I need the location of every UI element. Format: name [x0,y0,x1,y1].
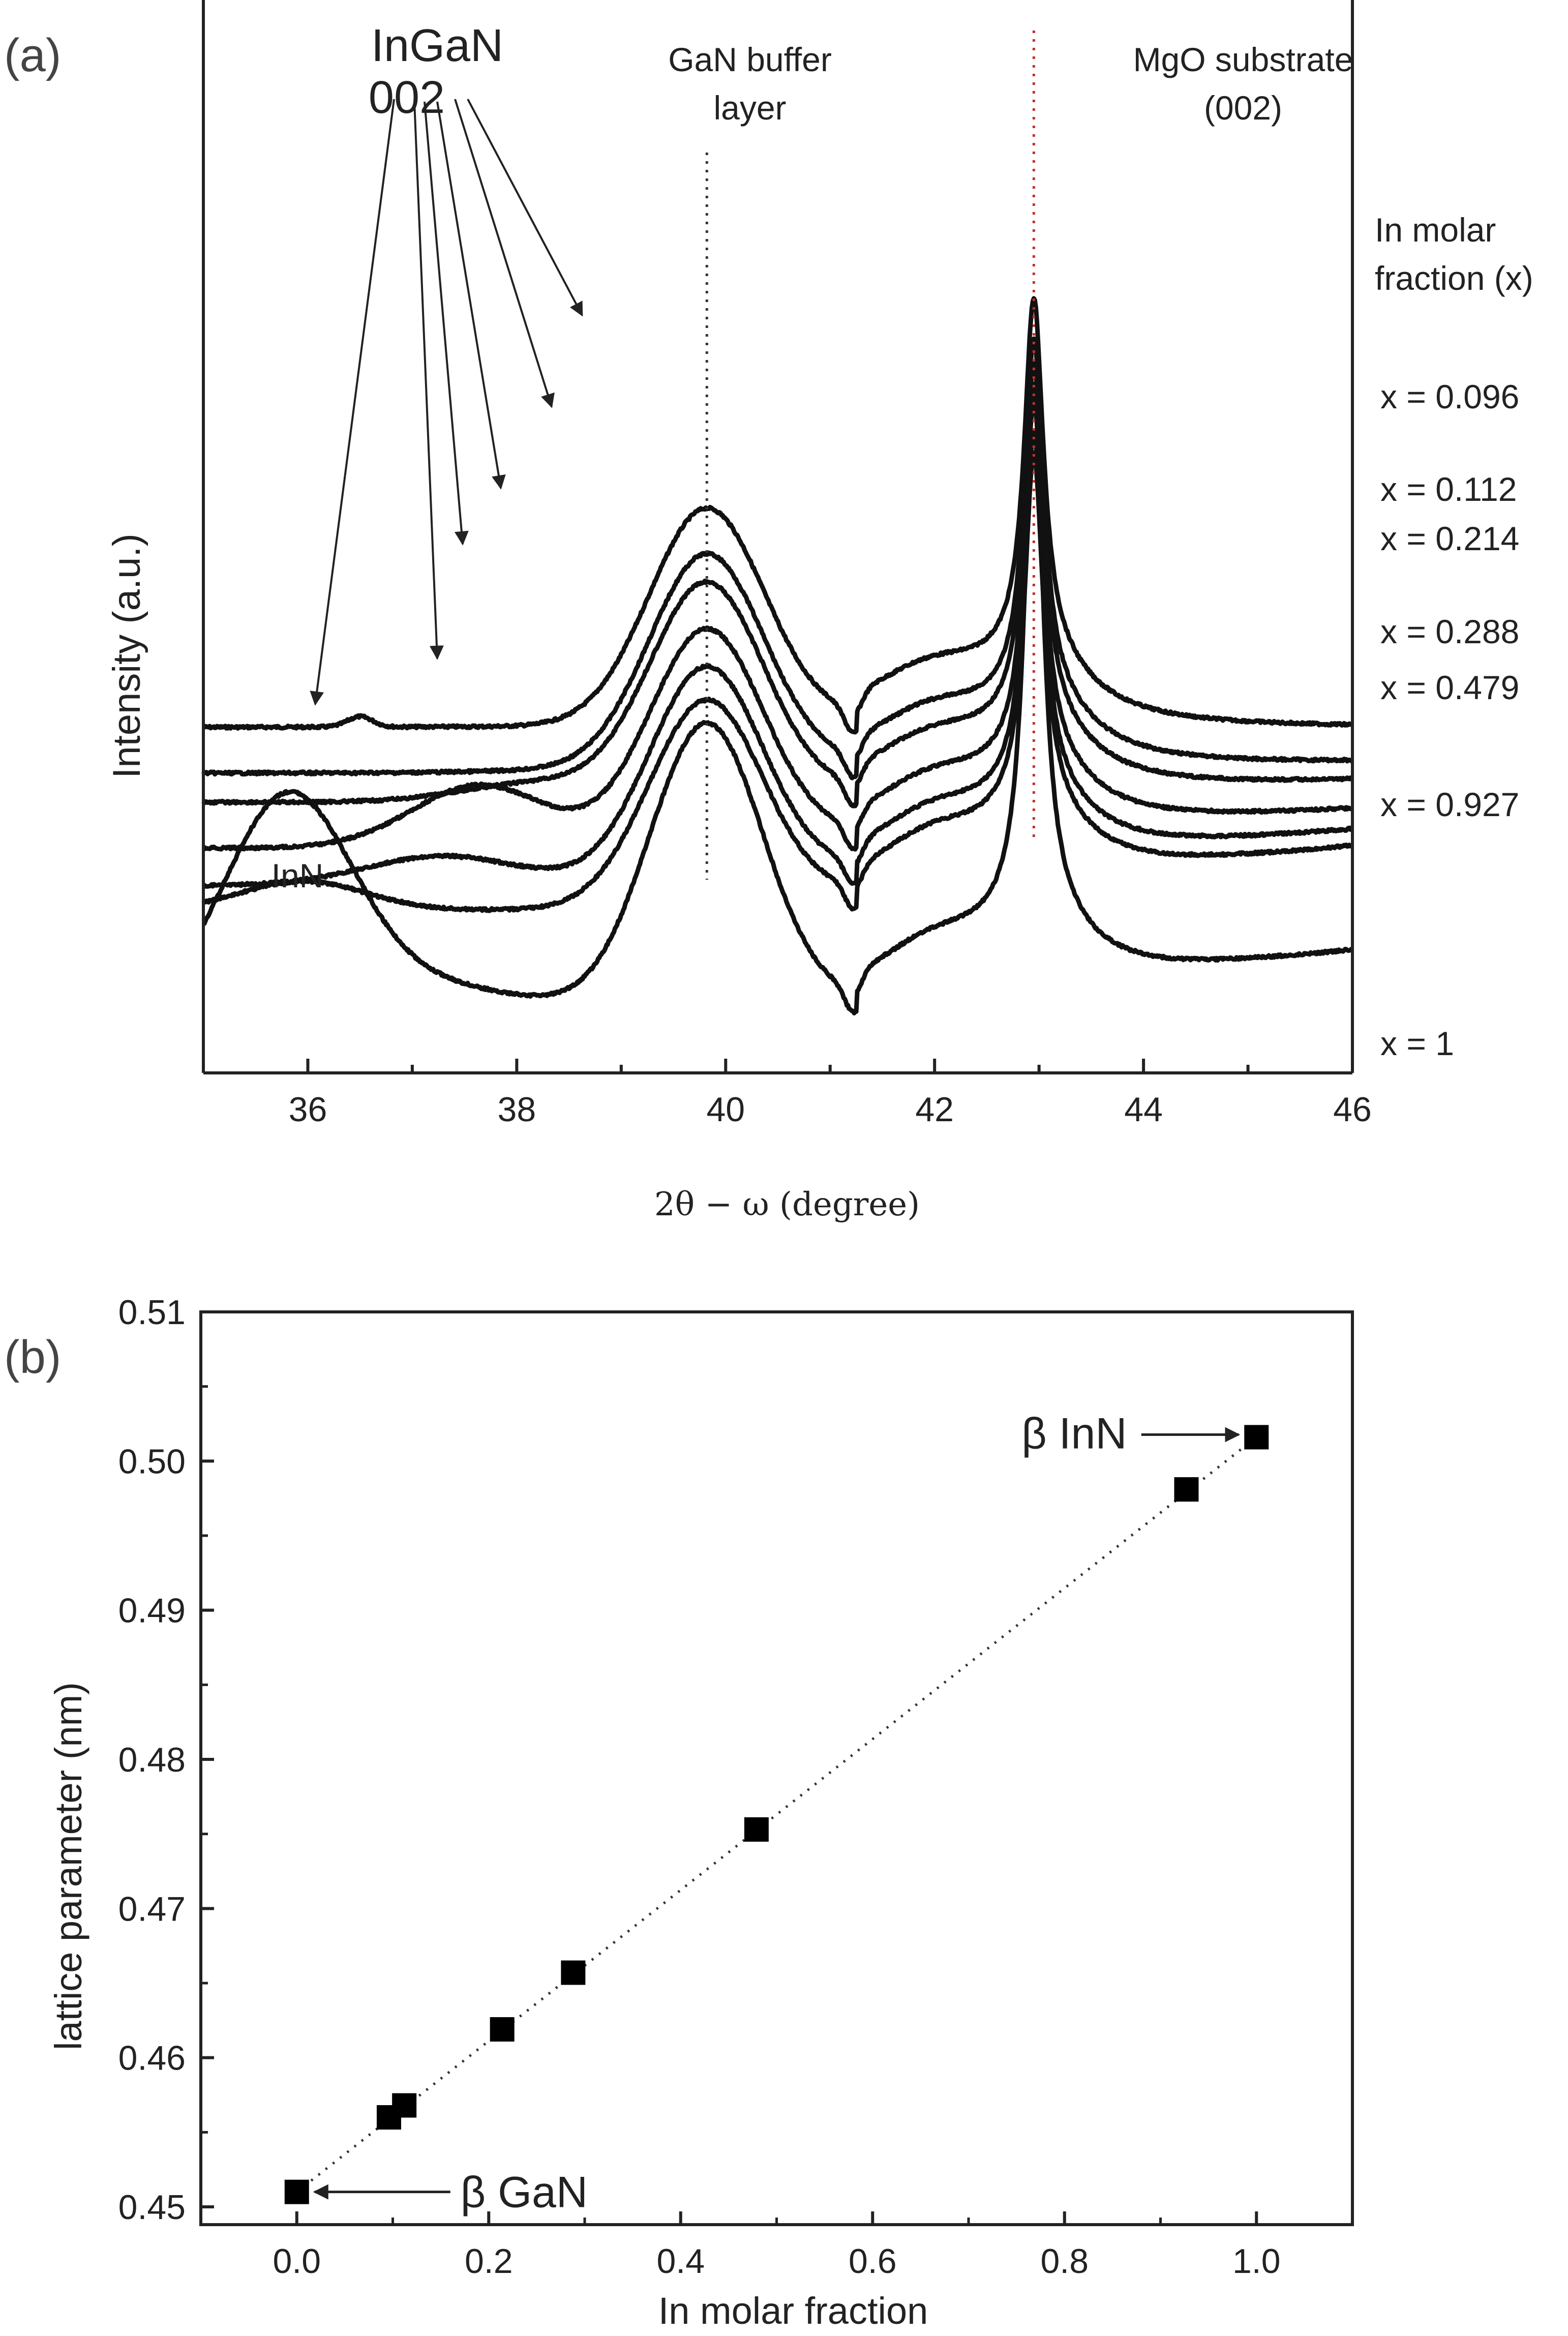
data-point-1 [284,2179,309,2204]
trace-x-0.927 [201,450,1354,913]
trace-x-0.096 [202,296,1354,735]
panel-b-y-tick-label: 0.51 [118,1293,186,1332]
panel-b-points [284,1425,1269,2204]
beta-inn-label: β InN [1021,1409,1127,1458]
series-label-5: x = 0.479 [1380,669,1519,706]
ingan-002-label: 002 [369,72,445,123]
gan-buffer-label-line-1: GaN buffer [668,41,832,78]
panel-a-ticks: 36 38 40 42 44 46 [202,1059,1372,1129]
series-label-4: x = 0.288 [1380,613,1519,650]
series-label-6: x = 0.927 [1380,786,1519,823]
panel-b-fit-line-path [296,1436,1257,2193]
panel-a-axes [202,0,1354,1074]
panel-b-x-tick-label: 1.0 [1232,2242,1281,2281]
panel-b-x-axis-title: In molar fraction [658,2290,928,2332]
panel-a-annotation-arrows [310,99,583,706]
ingan-label: InGaN [371,20,503,71]
panel-a-x-tick-label: 38 [498,1090,536,1129]
panel-b-y-tick-label: 0.50 [118,1442,186,1481]
series-label-3: x = 0.214 [1380,520,1519,557]
panel-b-y-tick-label: 0.45 [118,2188,186,2227]
ingan-arrow-1 [310,99,395,706]
panel-b-x-tick-label: 0.4 [656,2242,705,2281]
ingan-arrow-3 [424,101,469,546]
trace-x-0.288 [202,399,1354,852]
panel-b-x-tick-label: 0.6 [849,2242,897,2281]
ingan-arrow-4 [436,101,506,490]
panel-b-y-tick-label: 0.49 [118,1592,186,1630]
panel-b-chart: (b) 0.0 0.2 0.4 0.6 0.8 1.00.450.460.470.480.… [4,1293,1354,2332]
series-label-2: x = 0.112 [1380,470,1517,508]
panel-a-series-labels: x = 0.096 x = 0.112 x = 0.214 x = 0.288 x = … [1380,378,1519,1062]
series-label-1: x = 0.096 [1380,378,1519,415]
ingan-arrow-5 [454,99,555,408]
panel-b-y-axis-title: lattice parameter (nm) [47,1682,89,2050]
panel-a-x-tick-label: 40 [706,1090,745,1129]
panel-b-fit-line [296,1436,1257,2193]
data-point-6 [744,1817,769,1842]
panel-b-x-tick-label: 0.2 [465,2242,513,2281]
beta-gan-label: β GaN [461,2168,588,2217]
panel-b-y-tick-label: 0.47 [118,1890,186,1928]
panel-a-label: (a) [4,29,61,81]
trace-x-0.479 [202,429,1354,889]
panel-a-x-tick-label: 42 [915,1090,954,1129]
series-label-7: x = 1 [1380,1025,1454,1062]
panel-a-x-tick-label: 44 [1124,1090,1163,1129]
data-point-3 [392,2093,417,2118]
trace-x-0.112 [201,336,1354,781]
panel-a-reference-lines [705,31,1035,880]
ingan-arrow-6 [467,99,583,317]
panel-b-ticks: 0.0 0.2 0.4 0.6 0.8 1.0 0.45 0.46 0.47 0.48 0.49 0.… [118,1293,1354,2281]
ingan-arrow-2 [413,101,444,660]
panel-a-reference-labels: GaN buffer layer MgO substrate (002) [668,41,1353,127]
panel-b-frame [199,1310,1354,2226]
data-point-7 [1174,1477,1199,1502]
panel-b-y-tick-label: 0.46 [118,2039,186,2078]
gan-buffer-label-line-2: layer [713,89,786,127]
panel-b-label: (b) [4,1331,61,1383]
panel-a-chart: (a) 36 38 40 42 44 46 Intensity (a.u.) 2θ − ω… [4,0,1533,1223]
panel-a-x-tick-label: 46 [1333,1090,1372,1129]
data-point-8 [1244,1425,1269,1450]
panel-b-y-tick-label: 0.48 [118,1741,186,1779]
mgo-substrate-label-line-2: (002) [1204,89,1282,127]
molar-fraction-heading-1: In molar [1375,211,1496,249]
panel-a-x-axis-title: 2θ − ω (degree) [654,1186,920,1223]
mgo-substrate-label-line-1: MgO substrate [1133,41,1353,78]
trace-x-1 [201,381,1354,1015]
panel-b-axes [199,1310,1354,2226]
panel-b-annotations: β GaN β InN [313,1409,1241,2217]
data-point-4 [490,2017,515,2042]
panel-a-x-tick-label: 36 [289,1090,327,1129]
panel-a-traces [201,296,1354,1015]
inn-label: InN [272,857,324,894]
data-point-5 [561,1960,586,1985]
panel-b-x-tick-label: 0.0 [273,2242,321,2281]
panel-a-y-axis-title: Intensity (a.u.) [105,533,148,778]
molar-fraction-heading-2: fraction (x) [1375,259,1533,297]
trace-x-0.214 [201,361,1354,808]
panel-b-x-tick-label: 0.8 [1040,2242,1089,2281]
